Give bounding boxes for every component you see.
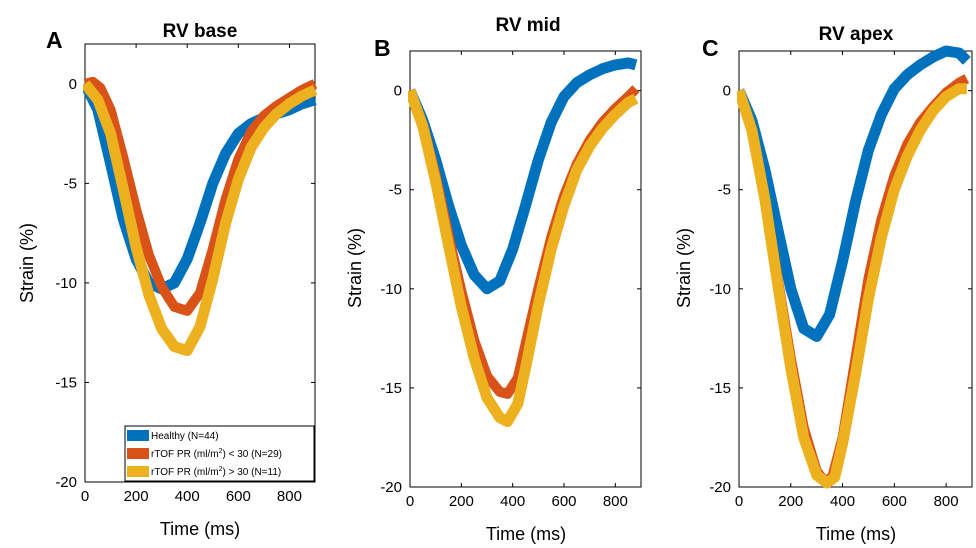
y-tick-label-c: 0: [723, 83, 731, 100]
series-line-healthy-b: [408, 57, 638, 295]
y-tick-label-a: -5: [64, 175, 77, 192]
x-tick-label-a: 200: [124, 488, 149, 505]
x-tick-label-a: 0: [81, 488, 89, 505]
y-tick-label-a: -10: [55, 275, 77, 292]
legend-swatch-healthy: [127, 430, 149, 441]
x-tick-label-b: 0: [406, 493, 414, 510]
x-tick-label-c: 400: [830, 493, 855, 510]
legend-box: [124, 425, 315, 482]
legend-label-low-pr: rTOF PR (ml/m2) < 30 (N=29): [151, 448, 282, 460]
series-line-low-pr-a: [83, 76, 318, 316]
x-tick-label-c: 0: [735, 493, 743, 510]
plot-area-c: [738, 50, 973, 488]
x-tick-label-c: 200: [778, 493, 803, 510]
y-tick-label-c: -20: [709, 479, 731, 496]
y-tick-label-b: -15: [380, 380, 402, 397]
x-axis-label-b: Time (ms): [486, 524, 566, 544]
series-line-healthy-c: [737, 45, 971, 342]
y-tick-label-c: -5: [718, 182, 731, 199]
y-tick-label-c: -15: [709, 380, 731, 397]
y-axis-label-a: Strain (%): [17, 223, 37, 303]
x-tick-label-b: 200: [449, 493, 474, 510]
series-line-high-pr-a: [83, 80, 318, 357]
legend-swatch-high-pr: [127, 466, 149, 477]
panel-c: C RV apex Time (ms) Strain (%) 0 200 400 60…: [674, 24, 973, 544]
x-tick-label-c: 800: [934, 493, 959, 510]
x-tick-label-a: 600: [226, 488, 251, 505]
x-axis-label-c: Time (ms): [816, 524, 896, 544]
x-tick-label-b: 400: [500, 493, 525, 510]
y-tick-label-b: -5: [389, 182, 402, 199]
x-tick-label-c: 600: [882, 493, 907, 510]
x-tick-label-b: 800: [603, 493, 628, 510]
legend-label-high-pr: rTOF PR (ml/m2) > 30 (N=11): [151, 466, 281, 478]
legend-label-healthy: Healthy (N=44): [151, 431, 219, 442]
x-tick-label-b: 600: [551, 493, 576, 510]
y-tick-label-b: -10: [380, 281, 402, 298]
y-tick-label-c: -10: [709, 281, 731, 298]
panel-title-c: RV apex: [819, 24, 894, 45]
y-tick-label-a: -15: [55, 374, 77, 391]
panel-letter-a: A: [46, 27, 63, 53]
x-tick-label-a: 400: [175, 488, 200, 505]
series-line-high-pr-c: [737, 83, 967, 489]
legend-swatch-low-pr: [127, 448, 149, 459]
y-tick-label-b: 0: [394, 83, 402, 100]
x-tick-label-a: 800: [277, 488, 302, 505]
plot-area-a: [84, 43, 316, 483]
panel-a: A RV base Time (ms) Strain (%) 0 200 400 60…: [17, 21, 318, 539]
panel-b: B RV mid Time (ms) Strain (%) 0 200 400 600…: [345, 15, 642, 544]
y-axis-label-c: Strain (%): [674, 228, 694, 308]
y-tick-label-b: -20: [380, 479, 402, 496]
panel-letter-c: C: [702, 35, 719, 61]
panel-title-b: RV mid: [495, 15, 560, 36]
panel-letter-b: B: [374, 35, 391, 61]
y-tick-label-a: -20: [55, 474, 77, 491]
x-axis-label-a: Time (ms): [160, 519, 240, 539]
y-tick-label-a: 0: [69, 76, 77, 93]
panel-title-a: RV base: [163, 21, 238, 42]
series-line-high-pr-b: [408, 88, 639, 428]
plot-area-b: [409, 50, 642, 488]
y-axis-label-b: Strain (%): [345, 228, 365, 308]
legend: Healthy (N=44) rTOF PR (ml/m2) < 30 (N=29…: [124, 425, 315, 482]
